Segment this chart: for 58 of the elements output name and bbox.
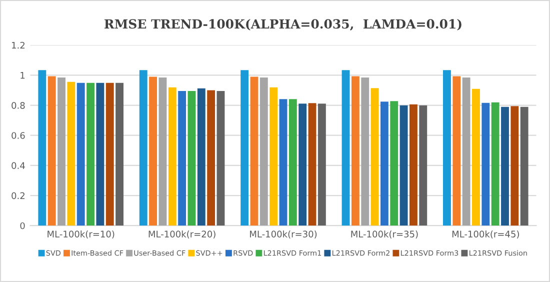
y-tick-label: 0.6: [12, 132, 25, 139]
y-tick-label: 0.4: [12, 162, 25, 169]
x-tick-label: ML-100k(r=30): [250, 230, 317, 239]
bar: [158, 77, 167, 226]
x-tick-label: ML-100k(r=35): [351, 230, 418, 239]
x-tick-label: ML-100k(r=45): [452, 230, 519, 239]
bar: [452, 76, 461, 226]
bar: [149, 76, 158, 226]
bar: [207, 90, 216, 226]
bar: [279, 99, 288, 226]
bar: [380, 102, 388, 226]
bar: [298, 104, 307, 226]
y-tick-label: 1: [20, 72, 25, 79]
bar: [197, 88, 206, 226]
bar: [443, 70, 451, 226]
y-tick-label: 0.8: [12, 102, 25, 109]
bar: [188, 90, 196, 226]
bar: [106, 82, 114, 226]
bar: [361, 77, 370, 226]
bar: [270, 87, 278, 226]
bar: [86, 82, 94, 226]
bar: [308, 103, 316, 226]
bar: [76, 82, 85, 226]
bar: [419, 105, 428, 226]
bar: [400, 105, 408, 226]
bar: [139, 70, 148, 226]
bar: [260, 77, 268, 226]
bar: [520, 106, 528, 226]
bar: [390, 101, 398, 226]
x-tick-label: ML-100k(r=20): [148, 230, 216, 239]
bar: [168, 87, 176, 226]
chart-title: RMSE TREND-100K(ALPHA=0.035, LAMDA=0.01): [104, 18, 462, 31]
bar: [491, 102, 500, 226]
bar: [462, 77, 470, 226]
bar: [288, 99, 297, 226]
bar: [510, 106, 519, 226]
bar: [250, 76, 258, 226]
bar: [318, 104, 326, 226]
y-tick-label: 1.2: [12, 42, 24, 49]
y-tick-label: 0: [20, 222, 25, 230]
bar: [409, 104, 418, 226]
bar: [67, 82, 76, 226]
bar: [482, 102, 490, 226]
bar: [240, 70, 249, 226]
bar: [370, 88, 379, 226]
y-tick-label: 0.2: [12, 192, 24, 200]
bar: [501, 106, 509, 226]
bar: [351, 76, 360, 226]
bar: [216, 90, 225, 226]
bar: [38, 70, 46, 226]
bar: [48, 76, 56, 226]
bar: [96, 82, 104, 226]
x-tick-label: ML-100k(r=10): [48, 230, 114, 239]
bar: [342, 70, 350, 226]
bar: [58, 77, 66, 226]
bar: [116, 82, 124, 226]
bar: [178, 90, 186, 226]
bar: [472, 88, 480, 226]
